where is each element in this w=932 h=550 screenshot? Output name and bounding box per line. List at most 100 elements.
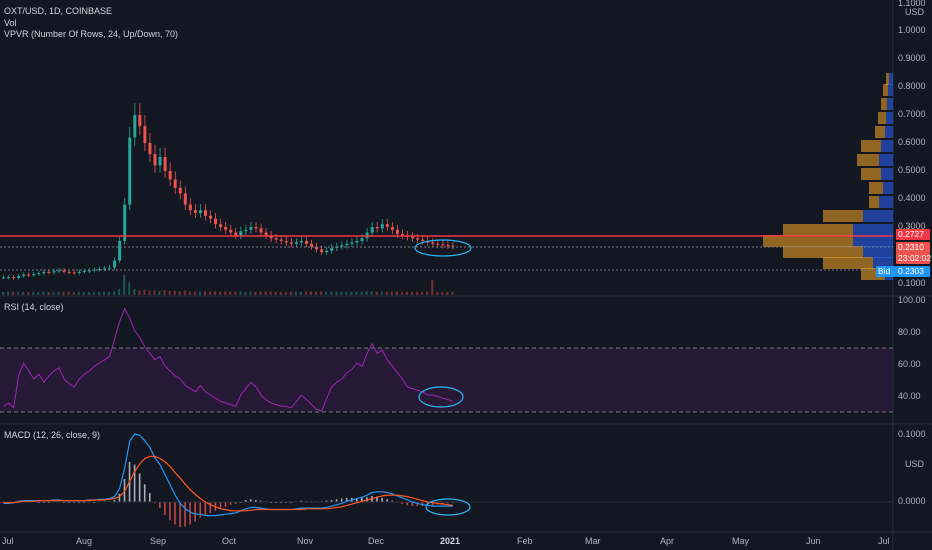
- volume-bar: [77, 291, 80, 295]
- macd-histogram-bar: [199, 502, 202, 518]
- macd-histogram-bar: [244, 499, 247, 502]
- volume-bar: [395, 291, 398, 295]
- candle-body: [320, 249, 324, 253]
- macd-axis-unit: USD: [905, 459, 925, 469]
- volume-bar: [380, 291, 383, 295]
- time-axis-label: 2021: [440, 536, 461, 546]
- rsi-line: [3, 307, 454, 412]
- candle-body: [411, 236, 415, 239]
- candle-body: [375, 227, 379, 229]
- candle-body: [350, 242, 354, 244]
- candle-body: [355, 241, 359, 243]
- vpvr-row-down: [783, 246, 863, 258]
- volume-bar: [57, 291, 60, 295]
- volume-bar: [2, 292, 4, 295]
- volume-bar: [279, 291, 282, 295]
- candle-body: [340, 245, 344, 247]
- vpvr-row-down: [783, 224, 853, 236]
- candle-body: [441, 244, 445, 246]
- volume-bar: [22, 291, 25, 295]
- volume-bar: [37, 291, 40, 295]
- candle-body: [305, 241, 308, 244]
- axis-price-label: 0.3000: [898, 221, 926, 231]
- time-axis-label: Jul: [2, 536, 14, 546]
- candle-body: [108, 267, 112, 269]
- candle-body: [103, 268, 106, 270]
- rsi-label: RSI (14, close): [4, 302, 64, 312]
- volume-bar: [163, 290, 166, 295]
- volume-bar: [284, 291, 287, 295]
- macd-histogram-bar: [441, 502, 444, 505]
- volume-bar: [259, 291, 262, 295]
- candle-body: [254, 227, 258, 229]
- vpvr-row-up: [888, 84, 893, 96]
- macd-histogram-bar: [118, 493, 121, 502]
- macd-histogram-bar: [164, 502, 166, 515]
- volume-bar: [123, 274, 126, 295]
- vpvr-row-up: [879, 196, 893, 208]
- candle-body: [451, 245, 455, 247]
- candle-body: [143, 126, 147, 143]
- macd-histogram-bar: [446, 502, 449, 504]
- vpvr-row-down: [861, 140, 881, 152]
- volume-bar: [365, 291, 368, 295]
- volume-bar: [193, 291, 196, 295]
- candle-body: [22, 274, 26, 276]
- annotation-ellipse-rsi[interactable]: [418, 386, 464, 408]
- candle-body: [325, 250, 329, 253]
- volume-bar: [72, 291, 75, 295]
- volume-bar: [219, 291, 222, 295]
- vpvr-row-up: [853, 235, 893, 247]
- volume-bar: [239, 291, 242, 295]
- time-axis-label: Feb: [517, 536, 533, 546]
- macd-label: MACD (12, 26, close, 9): [4, 430, 101, 440]
- time-axis-label: Nov: [297, 536, 314, 546]
- vpvr-row-up: [879, 154, 893, 166]
- annotation-ellipse-macd[interactable]: [425, 498, 471, 516]
- candle-body: [2, 277, 5, 279]
- annotation-ellipse-price[interactable]: [414, 239, 472, 257]
- candle-body: [219, 224, 223, 227]
- candle-body: [249, 227, 253, 230]
- axis-price-label: 0.1000: [898, 278, 926, 288]
- symbol-title: OXT/USD, 1D, COINBASE: [4, 6, 113, 16]
- candle-body: [229, 229, 233, 233]
- vpvr-row-up: [881, 140, 893, 152]
- candle-body: [42, 271, 46, 274]
- volume-bar: [188, 291, 191, 295]
- volume-bar: [310, 291, 313, 295]
- vpvr-row-down: [823, 210, 863, 222]
- volume-bar: [42, 291, 45, 295]
- vpvr-row-down: [881, 98, 887, 110]
- candle-body: [204, 210, 207, 216]
- macd-histogram-bar: [154, 502, 156, 504]
- rsi-axis-label: 40.00: [898, 391, 921, 401]
- volume-bar: [411, 291, 414, 295]
- candle-body: [360, 238, 364, 241]
- macd-histogram-bar: [219, 502, 222, 509]
- chart-background: [0, 0, 893, 550]
- candle-body: [72, 272, 76, 274]
- vpvr-row-down: [869, 182, 883, 194]
- vpvr-row-down: [883, 84, 888, 96]
- volume-bar: [335, 291, 338, 295]
- volume-bar: [103, 291, 105, 295]
- candle-body: [52, 271, 56, 273]
- time-axis-label: Apr: [660, 536, 675, 546]
- macd-histogram-bar: [229, 502, 232, 505]
- candle-body: [284, 241, 288, 243]
- volume-bar: [52, 291, 55, 295]
- candle-body: [431, 242, 435, 244]
- signal-line: [3, 455, 453, 512]
- volume-bar: [320, 291, 323, 295]
- volume-bar: [330, 291, 333, 295]
- time-axis-label: Dec: [368, 536, 385, 546]
- volume-bar: [138, 290, 141, 295]
- candle-body: [370, 227, 374, 233]
- candle-body: [27, 274, 31, 276]
- macd-histogram-bar: [391, 500, 393, 502]
- candle-body: [12, 277, 16, 279]
- candle-body: [421, 239, 425, 241]
- time-axis-label: Oct: [222, 536, 237, 546]
